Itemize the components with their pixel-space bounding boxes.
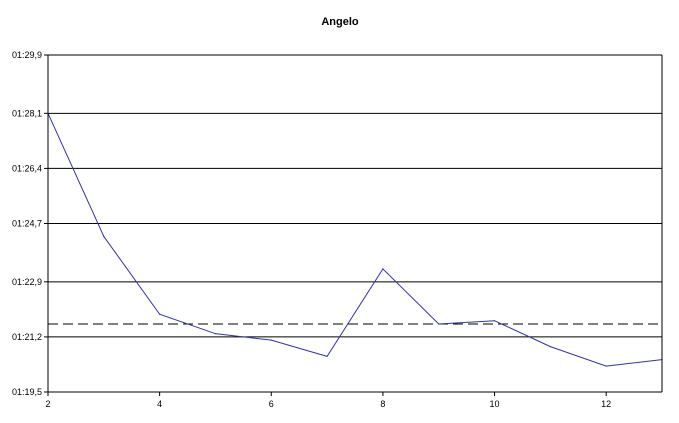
y-tick-label: 01:26,4 <box>12 163 42 173</box>
data-point <box>549 346 551 348</box>
grid-lines <box>48 54 662 393</box>
data-point <box>605 365 607 367</box>
x-tick-label: 2 <box>45 399 50 409</box>
data-point <box>493 320 496 322</box>
x-tick-label: 10 <box>490 399 500 409</box>
y-tick-label: 01:24,7 <box>12 219 42 229</box>
x-axis-ticks: 2 4 6 8 10 12 <box>45 392 611 409</box>
data-point <box>270 339 272 341</box>
data-point <box>214 333 217 335</box>
data-point <box>326 355 328 357</box>
x-tick-label: 8 <box>380 399 385 409</box>
series-line <box>47 113 663 367</box>
data-point <box>382 268 384 270</box>
plot-frame <box>47 55 663 393</box>
y-axis-ticks: 01:19,5 01:21,2 01:22,9 01:24,7 01:26,4 01:28… <box>12 50 48 397</box>
chart-title: Angelo <box>321 16 359 28</box>
data-point <box>103 235 105 238</box>
series-group <box>47 112 663 367</box>
x-tick-label: 6 <box>269 399 274 409</box>
y-tick-label: 01:22,9 <box>12 277 42 287</box>
x-tick-label: 4 <box>157 399 162 409</box>
data-point <box>159 313 161 315</box>
x-tick-label: 12 <box>601 399 611 409</box>
y-tick-label: 01:29,9 <box>12 50 42 60</box>
y-tick-label: 01:28,1 <box>12 108 42 118</box>
y-tick-label: 01:21,2 <box>12 332 42 342</box>
y-tick-label: 01:19,5 <box>12 387 42 397</box>
data-point <box>438 323 440 325</box>
